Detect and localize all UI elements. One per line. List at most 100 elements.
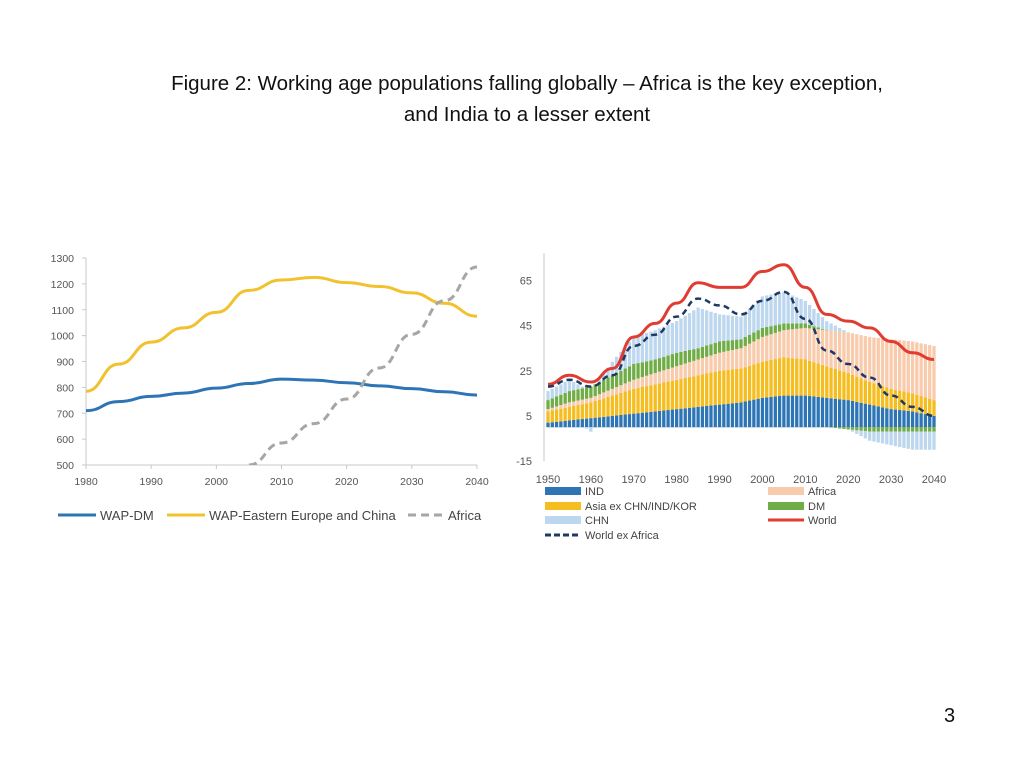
right-bar-africa <box>915 342 919 395</box>
right-bar-ind <box>619 414 623 428</box>
right-bar-chn <box>855 430 859 434</box>
right-bar-asia-ex-chn-ind-kor <box>855 376 859 402</box>
right-bar-dm <box>649 360 653 375</box>
right-bar-dm <box>657 358 662 372</box>
right-bar-africa <box>812 328 816 363</box>
right-bar-africa <box>567 402 572 407</box>
right-bar-africa <box>554 406 559 410</box>
right-bar-asia-ex-chn-ind-kor <box>898 390 902 411</box>
right-bar-chn <box>752 304 756 333</box>
right-bar-asia-ex-chn-ind-kor <box>546 411 550 423</box>
right-bar-asia-ex-chn-ind-kor <box>799 359 803 396</box>
right-bar-africa <box>829 330 833 368</box>
right-bar-africa <box>803 327 807 360</box>
right-bar-asia-ex-chn-ind-kor <box>859 378 863 403</box>
right-bar-asia-ex-chn-ind-kor <box>670 380 675 410</box>
right-bar-africa <box>649 374 653 386</box>
right-bar-ind <box>627 414 632 428</box>
right-x-tick-label: 1990 <box>707 474 731 486</box>
right-bar-dm <box>893 427 898 432</box>
right-bar-dm <box>850 427 855 430</box>
right-bar-ind <box>756 398 760 428</box>
right-bar-dm <box>550 398 554 408</box>
right-bar-asia-ex-chn-ind-kor <box>554 409 559 422</box>
right-bar-chn <box>580 386 584 389</box>
right-bar-africa <box>765 335 769 361</box>
right-bar-chn <box>859 430 863 437</box>
right-bar-dm <box>820 328 825 330</box>
right-legend-swatch-africa <box>768 487 804 495</box>
right-bar-dm <box>752 332 756 342</box>
right-bar-chn <box>842 330 846 332</box>
right-bar-chn <box>653 330 657 360</box>
right-bar-dm <box>760 327 765 337</box>
right-bar-chn <box>709 311 713 345</box>
left-x-tick-label: 1990 <box>139 476 163 488</box>
right-bar-ind <box>837 399 842 428</box>
right-bar-chn <box>820 317 825 329</box>
right-bar-ind <box>842 399 846 428</box>
slide-title-line1: Figure 2: Working age populations fallin… <box>171 72 883 95</box>
right-bar-africa <box>666 368 670 382</box>
right-bar-africa <box>799 328 803 360</box>
right-bar-africa <box>790 329 795 359</box>
right-bar-dm <box>644 361 649 376</box>
right-bar-ind <box>807 396 812 428</box>
right-bar-africa <box>898 340 902 391</box>
right-bar-africa <box>580 399 584 405</box>
right-bar-chn <box>602 373 606 380</box>
right-bar-africa <box>597 394 602 400</box>
right-bar-ind <box>679 408 683 428</box>
right-legend-label-dm: DM <box>808 501 825 513</box>
right-bar-asia-ex-chn-ind-kor <box>602 398 606 417</box>
right-bar-ind <box>700 406 705 428</box>
right-bar-dm <box>790 323 795 330</box>
right-bar-africa <box>837 331 842 371</box>
right-bar-asia-ex-chn-ind-kor <box>580 404 584 420</box>
right-bar-africa <box>572 401 576 406</box>
right-bar-ind <box>709 405 713 428</box>
right-bar-chn <box>786 293 790 324</box>
right-bar-chn <box>932 431 936 450</box>
right-bar-chn <box>722 314 726 342</box>
right-bar-ind <box>550 422 554 428</box>
right-bar-chn <box>705 310 709 346</box>
right-bar-africa <box>705 356 709 374</box>
right-bar-asia-ex-chn-ind-kor <box>640 387 645 413</box>
right-bar-chn <box>589 427 593 432</box>
right-bar-chn <box>636 335 640 364</box>
right-bar-ind <box>893 409 898 428</box>
right-bar-asia-ex-chn-ind-kor <box>880 386 885 408</box>
right-bar-dm <box>747 334 752 344</box>
right-bar-chn <box>644 332 649 362</box>
right-bar-asia-ex-chn-ind-kor <box>760 361 765 398</box>
right-bar-ind <box>919 413 923 428</box>
right-bar-chn <box>816 313 820 328</box>
right-bar-asia-ex-chn-ind-kor <box>709 372 713 406</box>
left-x-tick-label: 1980 <box>74 476 98 488</box>
right-legend-swatch-dm <box>768 502 804 510</box>
right-bar-ind <box>915 412 919 428</box>
right-bar-ind <box>816 396 820 428</box>
right-bar-africa <box>923 344 928 398</box>
right-x-tick-label: 1980 <box>664 474 688 486</box>
right-bar-africa <box>756 339 760 364</box>
right-bar-asia-ex-chn-ind-kor <box>662 382 666 411</box>
right-bar-dm <box>786 323 790 330</box>
right-bar-ind <box>739 402 743 428</box>
page-number: 3 <box>944 705 956 727</box>
right-bar-chn <box>889 431 893 446</box>
right-bar-asia-ex-chn-ind-kor <box>675 379 679 410</box>
right-bar-chn <box>713 313 717 343</box>
right-bar-asia-ex-chn-ind-kor <box>752 364 756 400</box>
right-bar-africa <box>662 370 666 383</box>
right-x-tick-label: 2030 <box>879 474 903 486</box>
right-bar-asia-ex-chn-ind-kor <box>559 408 563 422</box>
right-bar-asia-ex-chn-ind-kor <box>563 407 567 421</box>
left-series-wap-dm <box>86 377 478 413</box>
right-bar-ind <box>567 420 572 428</box>
right-bar-dm <box>777 324 782 332</box>
right-bar-africa <box>893 339 898 390</box>
right-bar-africa <box>632 379 636 389</box>
left-series-wap-eastern-europe-and-china <box>86 275 478 393</box>
